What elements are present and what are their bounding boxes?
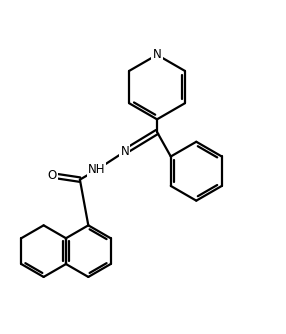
Text: O: O [47,169,56,182]
Text: N: N [120,145,129,158]
Text: N: N [153,48,161,61]
Text: NH: NH [88,163,106,176]
